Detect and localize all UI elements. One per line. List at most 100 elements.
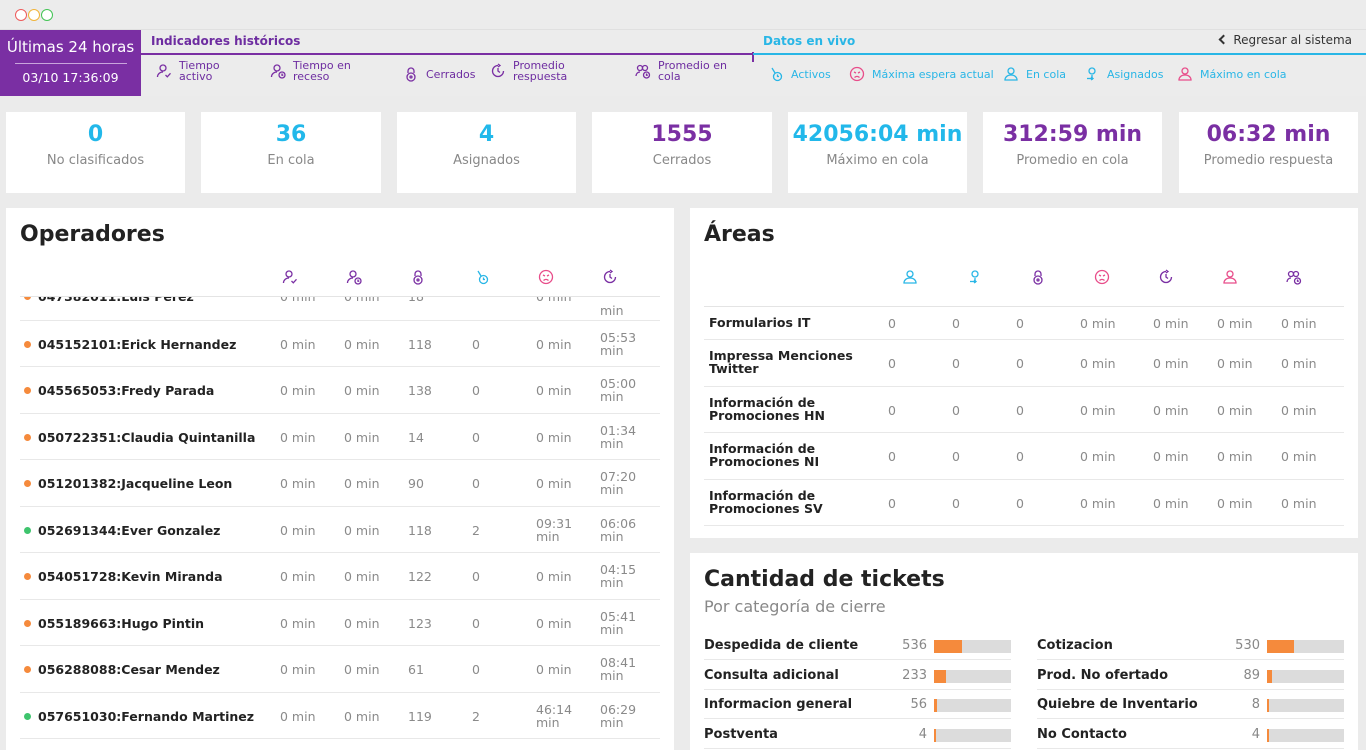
hist-item-line1: Cerrados — [426, 67, 476, 81]
user-max-icon — [1178, 67, 1192, 81]
cell-value: 06:29 — [600, 701, 637, 717]
stat-cerrados: 1555 Cerrados — [592, 112, 772, 193]
operator-name: 045152101:Erick Hernandez — [38, 336, 237, 352]
user-arrow-icon — [970, 270, 979, 284]
user-queue-icon — [903, 270, 917, 284]
stat-label: No clasificados — [46, 153, 145, 168]
cell: 06:29 min — [600, 703, 636, 729]
table-row[interactable]: 054051728:Kevin Miranda 0 min 0 min 122 0 0 m… — [20, 553, 660, 600]
live-item-asignados[interactable]: Asignados — [1084, 66, 1163, 82]
hist-item-line2: activo — [179, 70, 213, 83]
area-name-line2: Promociones HN — [709, 407, 825, 423]
live-item-label: Activos — [791, 67, 831, 81]
time-range-selector[interactable]: Últimas 24 horas 03/10 17:36:09 — [0, 30, 141, 96]
area-name-line2: Promociones NI — [709, 454, 820, 469]
table-row[interactable]: 055189663:Hugo Pintin 0 min 0 min 123 0 0 min… — [20, 600, 660, 646]
back-label: Regresar al sistema — [1233, 33, 1352, 47]
hist-item-promedio-respuesta[interactable]: Promedio respuesta — [490, 60, 567, 82]
table-row[interactable]: 052691344:Ever Gonzalez 0 min 0 min 118 2 09:… — [20, 507, 660, 553]
back-to-system-link[interactable]: Regresar al sistema — [1218, 33, 1352, 47]
cell: 0 min — [1217, 402, 1253, 418]
tickets-title: Cantidad de tickets — [704, 567, 945, 592]
live-item-maxima-espera[interactable]: Máxima espera actual — [849, 66, 994, 82]
window-titlebar — [0, 0, 1366, 30]
cell: 0 min — [280, 429, 316, 445]
cell: 0 min — [536, 296, 572, 304]
category-bar-fill — [934, 669, 947, 683]
maximize-window-button[interactable] — [41, 9, 53, 21]
angry-face-icon — [849, 66, 865, 82]
cell-value: 06:06 — [600, 515, 637, 531]
cell: 0 min — [344, 662, 380, 677]
category-name: Informacion general — [704, 697, 853, 712]
operators-list[interactable]: 047382011:Luis Perez 0 min 0 min 18 0 mi… — [20, 296, 660, 748]
dashboard-header: Últimas 24 horas 03/10 17:36:09 Indicado… — [0, 30, 1366, 96]
live-item-activos[interactable]: Activos — [768, 66, 831, 82]
minimize-window-button[interactable] — [28, 9, 40, 21]
cell: 0 min — [536, 336, 572, 352]
hist-item-promedio-cola[interactable]: Promedio en cola — [635, 60, 727, 82]
category-bar — [934, 669, 1011, 683]
cell: 0 — [888, 402, 896, 418]
table-row[interactable]: Información de Promociones SV 0 0 0 0 min 0 mi… — [704, 480, 1344, 526]
tickets-subtitle: Por categoría de cierre — [704, 597, 886, 616]
stat-asignados: 4 Asignados — [397, 112, 576, 193]
cell: 0 — [952, 449, 960, 464]
category-count: 4 — [1251, 726, 1260, 742]
angry-face-icon — [538, 269, 554, 285]
cell-value: 07:20 — [600, 469, 637, 484]
hist-item-tiempo-activo[interactable]: Tiempo activo — [156, 60, 220, 82]
table-row[interactable]: 051201382:Jacqueline Leon 0 min 0 min 90 0 0 … — [20, 460, 660, 507]
area-name: Información de Promociones NI — [709, 442, 859, 468]
table-row[interactable]: 056288088:Cesar Mendez 0 min 0 min 61 0 0 min… — [20, 646, 660, 693]
cell: 0 — [472, 615, 480, 631]
table-row[interactable]: Información de Promociones HN 0 0 0 0 min 0 mi… — [704, 387, 1344, 433]
category-name: Despedida de cliente — [704, 638, 859, 653]
status-dot — [24, 666, 31, 673]
cell: 0 min — [344, 429, 380, 445]
table-row[interactable]: 045152101:Erick Hernandez 0 min 0 min 118 0 0… — [20, 321, 660, 367]
hist-item-tiempo-receso[interactable]: Tiempo en receso — [270, 60, 351, 82]
cell: 46:14 min — [536, 703, 572, 729]
cell: 0 min — [280, 615, 316, 631]
live-item-maximo-cola[interactable]: Máximo en cola — [1177, 66, 1287, 82]
cell-unit: min — [600, 342, 624, 358]
table-row[interactable]: 045565053:Fredy Parada 0 min 0 min 138 0 0 mi… — [20, 367, 660, 414]
ticket-category-row: Quiebre de Inventario 8 — [1037, 689, 1344, 719]
cell-value: 01:34 — [600, 422, 637, 438]
cell: 119 — [408, 708, 432, 724]
status-dot — [24, 712, 31, 720]
operator-name: 054051728:Kevin Miranda — [38, 569, 223, 584]
cell-unit: min — [600, 575, 624, 590]
close-window-button[interactable] — [15, 9, 27, 21]
table-row[interactable]: 057651030:Fernando Martinez 0 min 0 min 119… — [20, 693, 660, 739]
cell: 0 min — [1281, 495, 1317, 511]
cell: 0 min — [536, 662, 572, 677]
cell: 0 min — [1153, 402, 1189, 418]
area-name-line1: Formularios IT — [709, 315, 811, 330]
live-item-en-cola[interactable]: En cola — [1003, 66, 1066, 82]
area-name: Información de Promociones HN — [709, 396, 859, 422]
section-separator — [752, 52, 754, 62]
status-dot — [24, 387, 31, 394]
table-row[interactable]: 050722351:Claudia Quintanilla 0 min 0 min 1… — [20, 414, 660, 460]
cell: 0 min — [1217, 356, 1253, 371]
category-bar — [1267, 669, 1344, 683]
category-bar — [1267, 640, 1344, 653]
table-row[interactable]: Formularios IT 0 0 0 0 min 0 min 0 min 0 min — [704, 307, 1344, 340]
cell-value: 05:00 — [600, 376, 637, 391]
table-row[interactable]: Información de Promociones NI 0 0 0 0 min 0 mi… — [704, 433, 1344, 480]
area-name-line1: Información de — [709, 441, 816, 456]
category-count: 536 — [902, 638, 927, 653]
cell: 0 min — [344, 296, 380, 304]
status-dot — [24, 526, 31, 534]
category-bar-fill — [934, 699, 937, 712]
range-date: 03/10 17:36:09 — [22, 70, 119, 85]
cell: 0 min — [344, 522, 380, 538]
lock-icon — [1033, 270, 1043, 285]
table-row[interactable]: Impressa Menciones Twitter 0 0 0 0 min 0 min 0 … — [704, 340, 1344, 387]
range-title: Últimas 24 horas — [6, 38, 135, 56]
stat-value: 06:32 min — [1206, 122, 1331, 147]
hist-item-cerrados[interactable]: Cerrados — [403, 66, 475, 82]
historic-indicators-title: Indicadores históricos — [151, 34, 301, 48]
